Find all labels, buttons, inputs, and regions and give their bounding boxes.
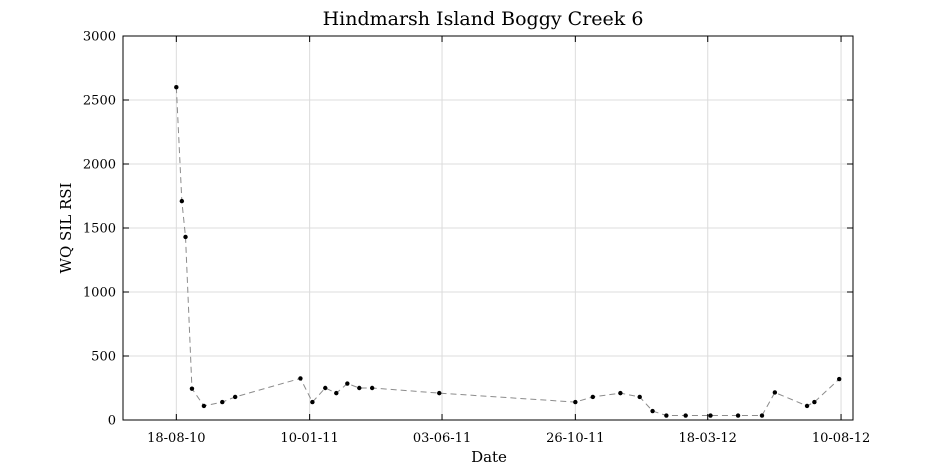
series-line <box>175 87 840 417</box>
y-tick-label: 0 <box>108 414 116 429</box>
data-point <box>369 385 375 391</box>
data-point <box>310 399 315 405</box>
data-point <box>650 408 655 414</box>
data-point <box>183 234 188 240</box>
data-point <box>618 390 623 396</box>
data-point <box>772 390 778 395</box>
data-point <box>298 376 303 381</box>
data-point <box>590 394 596 400</box>
data-point <box>804 403 810 409</box>
x-tick-label: 26-10-11 <box>546 431 604 446</box>
data-point <box>664 413 669 418</box>
series-layer <box>174 85 842 418</box>
y-axis-label: WQ SIL RSI <box>57 182 75 273</box>
x-tick-label: 18-03-12 <box>679 431 737 446</box>
data-point <box>812 399 817 405</box>
x-axis-label: Date <box>471 448 507 466</box>
data-point <box>437 390 442 396</box>
data-point <box>683 413 688 418</box>
data-point <box>220 399 225 405</box>
x-tick-label: 10-08-12 <box>812 431 870 446</box>
axis-ticks: 0 500 1000 1500 2000 2500 3000 18-08-10 10-01-11… <box>83 30 870 447</box>
y-tick-label: 1000 <box>83 286 116 301</box>
y-tick-label: 3000 <box>83 30 116 45</box>
data-point <box>174 85 179 90</box>
data-point <box>323 385 328 391</box>
data-point <box>708 413 713 418</box>
x-tick-label: 18-08-10 <box>147 431 205 446</box>
data-point <box>837 376 842 382</box>
data-point <box>357 385 362 391</box>
x-tick-label: 10-01-11 <box>280 431 338 446</box>
y-tick-label: 2000 <box>83 158 116 173</box>
data-point <box>201 403 207 409</box>
x-tick-label: 03-06-11 <box>413 431 471 446</box>
data-point <box>334 390 339 396</box>
data-point <box>759 413 765 418</box>
data-point <box>189 386 195 391</box>
data-point <box>735 413 741 418</box>
chart-title: Hindmarsh Island Boggy Creek 6 <box>323 8 644 30</box>
data-point <box>232 394 238 400</box>
data-point <box>179 198 185 204</box>
data-point <box>345 381 350 386</box>
data-point <box>637 394 642 400</box>
y-tick-label: 500 <box>91 350 116 365</box>
data-point <box>573 399 578 405</box>
grid <box>123 35 853 421</box>
y-tick-label: 2500 <box>83 94 116 109</box>
y-tick-label: 1500 <box>83 222 116 237</box>
